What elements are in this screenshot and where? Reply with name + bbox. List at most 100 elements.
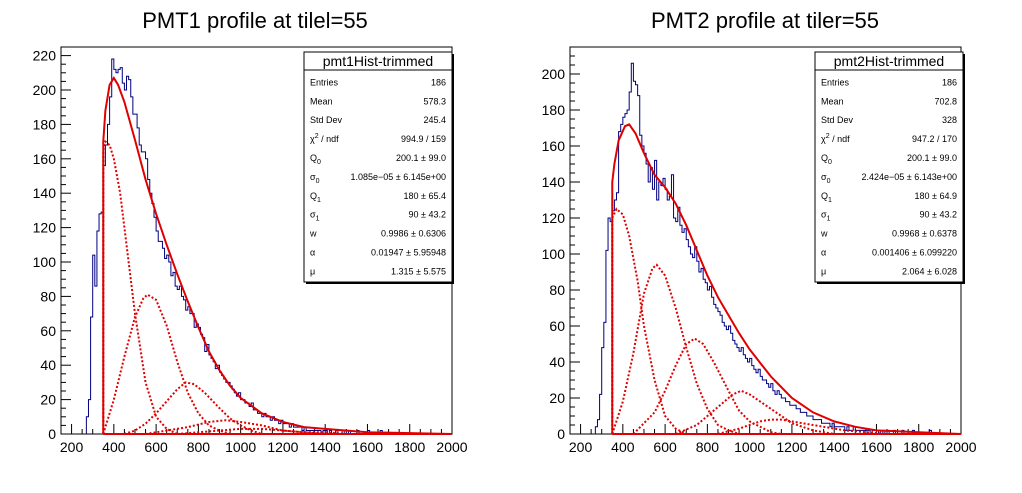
- y-tick-label: 0: [48, 426, 56, 442]
- stats-box: pmt1Hist-trimmed Entries 186 Mean 578.3 Std D…: [303, 51, 454, 284]
- x-tick-label: 600: [144, 439, 168, 455]
- stats-box-title: pmt2Hist-trimmed: [834, 53, 944, 69]
- stats-row-label: σ0: [310, 172, 320, 185]
- stats-row-value: 186: [431, 77, 446, 87]
- stats-box-frame: [303, 51, 453, 283]
- stats-row-label: χ2 / ndf: [310, 133, 339, 144]
- x-tick-label: 2000: [945, 439, 976, 455]
- y-tick-label: 100: [542, 246, 566, 262]
- stats-row-value: 245.4: [423, 115, 446, 125]
- x-tick-label: 400: [611, 439, 635, 455]
- fit-component-4: [145, 419, 326, 435]
- stats-row-value: 0.01947 ± 5.95948: [371, 248, 446, 258]
- fit-component-5: [717, 418, 888, 435]
- fit-component-3: [124, 381, 263, 435]
- stats-row-label: σ1: [821, 210, 831, 223]
- fit-component-2: [611, 263, 740, 435]
- y-tick-label: 220: [33, 48, 57, 64]
- stats-row-value: 0.9968 ± 0.6378: [892, 229, 957, 239]
- x-axis: 200 400 600 800 1000 1200 1400 1600 1800 2000: [60, 424, 468, 455]
- fit-component-2: [102, 293, 231, 435]
- stats-row-label: Q1: [310, 191, 321, 204]
- stats-row-label: w: [309, 229, 317, 239]
- stats-box-frame: [814, 51, 964, 283]
- fit-component-1: [102, 139, 178, 435]
- stats-row-label: Mean: [310, 96, 333, 106]
- y-tick-label: 200: [542, 66, 566, 82]
- y-tick-label: 80: [549, 282, 565, 298]
- fit-component-5: [177, 427, 347, 435]
- y-tick-label: 160: [33, 151, 57, 167]
- stats-row-value: 947.2 / 170: [912, 134, 957, 144]
- x-tick-label: 1400: [310, 439, 341, 455]
- stats-row-label: α: [821, 248, 826, 258]
- y-tick-label: 140: [33, 185, 57, 201]
- y-tick-label: 200: [33, 82, 57, 98]
- stats-row-value: 702.8: [934, 96, 957, 106]
- x-tick-label: 600: [653, 439, 677, 455]
- stats-row-value: 0.9986 ± 0.6306: [381, 229, 446, 239]
- y-tick-label: 120: [33, 220, 57, 236]
- chart-title: PMT1 profile at tilel=55: [142, 8, 368, 33]
- stats-row-value: 2.064 ± 6.028: [902, 266, 957, 276]
- y-tick-label: 0: [557, 426, 565, 442]
- y-axis: 0 20 40 60 80 100 120 140 160 180 200 220: [33, 46, 71, 442]
- stats-row-label: Q1: [821, 191, 832, 204]
- stats-row-label: w: [820, 229, 828, 239]
- x-tick-label: 800: [696, 439, 720, 455]
- y-tick-label: 180: [33, 116, 57, 132]
- fit-total-curve: [102, 76, 453, 435]
- stats-row-value: 1.315 ± 5.575: [391, 266, 446, 276]
- y-tick-label: 160: [542, 138, 566, 154]
- stats-row-label: Std Dev: [821, 115, 854, 125]
- stats-row-label: Std Dev: [310, 115, 343, 125]
- y-tick-label: 60: [40, 323, 56, 339]
- y-tick-label: 40: [549, 354, 565, 370]
- y-tick-label: 140: [542, 174, 566, 190]
- stats-row-value: 2.424e−05 ± 6.143e+00: [861, 172, 957, 182]
- y-tick-label: 80: [40, 288, 56, 304]
- stats-row-value: 90 ± 43.2: [920, 210, 957, 220]
- stats-row-value: 1.085e−05 ± 6.145e+00: [350, 172, 446, 182]
- stats-row-value: 578.3: [423, 96, 446, 106]
- y-tick-label: 60: [549, 318, 565, 334]
- stats-row-label: α: [310, 248, 315, 258]
- stats-row-label: Entries: [821, 77, 850, 87]
- x-tick-label: 200: [569, 439, 593, 455]
- x-tick-label: 800: [187, 439, 211, 455]
- stats-row-value: 180 ± 64.9: [915, 191, 957, 201]
- x-tick-label: 400: [102, 439, 126, 455]
- stats-row-value: 200.1 ± 99.0: [396, 153, 446, 163]
- stats-row-label: Q0: [821, 153, 832, 166]
- y-tick-label: 40: [40, 357, 56, 373]
- stats-row-label: μ: [821, 266, 826, 276]
- x-tick-label: 200: [60, 439, 84, 455]
- stats-row-value: 180 ± 65.4: [404, 191, 446, 201]
- stats-row-label: Mean: [821, 96, 844, 106]
- y-tick-label: 100: [33, 254, 57, 270]
- stats-row-label: Q0: [310, 153, 321, 166]
- y-tick-label: 20: [40, 392, 56, 408]
- x-tick-label: 1000: [734, 439, 765, 455]
- y-tick-label: 20: [549, 390, 565, 406]
- stats-row-value: 994.9 / 159: [401, 134, 446, 144]
- chart-title: PMT2 profile at tiler=55: [651, 8, 879, 33]
- y-axis: 0 20 40 60 80 100 120 140 160 180 200: [542, 46, 580, 442]
- y-tick-label: 120: [542, 210, 566, 226]
- fit-component-1: [611, 207, 687, 435]
- stats-row-value: 328: [942, 115, 957, 125]
- x-tick-label: 1200: [776, 439, 807, 455]
- stats-row-label: Entries: [310, 77, 339, 87]
- x-tick-label: 1600: [861, 439, 892, 455]
- stats-box-title: pmt1Hist-trimmed: [323, 53, 433, 69]
- fit-component-3: [632, 337, 782, 435]
- x-tick-label: 1600: [352, 439, 383, 455]
- x-tick-label: 1200: [267, 439, 298, 455]
- stats-row-label: μ: [310, 266, 315, 276]
- fit-total-curve: [611, 123, 962, 435]
- stats-row-label: σ0: [821, 172, 831, 185]
